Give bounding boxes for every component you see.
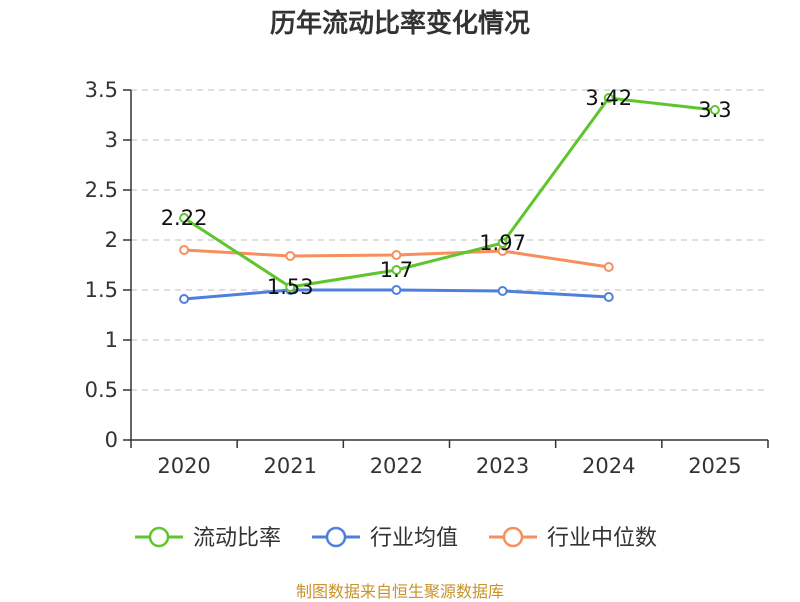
data-point [179, 213, 190, 223]
x-tick-label: 2020 [157, 454, 210, 478]
x-axis: 2020 2021 2022 2023 2024 2025 [130, 439, 769, 478]
y-tick-label: 2 [105, 228, 118, 252]
legend-label: 流动比率 [193, 526, 281, 551]
x-tick-label: 2024 [582, 454, 635, 478]
y-tick-label: 1 [105, 328, 118, 352]
y-tick-label: 0 [105, 428, 118, 452]
data-point [391, 285, 402, 295]
legend-label: 行业中位数 [547, 526, 657, 551]
y-tick-label: 1.5 [85, 278, 118, 302]
chart-title: 历年流动比率变化情况 [270, 8, 530, 39]
data-label: 1.7 [380, 258, 413, 282]
y-tick-label: 3.5 [85, 78, 118, 102]
y-axis: 0 0.5 1 1.5 2 2.5 3 3.5 [85, 78, 132, 452]
legend-swatch-marker [148, 526, 170, 548]
x-tick-label: 2021 [264, 454, 317, 478]
data-point [285, 251, 296, 261]
data-point [603, 93, 614, 103]
grid-lines [131, 89, 768, 391]
x-tick-label: 2025 [688, 454, 741, 478]
legend-label: 行业均值 [370, 526, 458, 551]
data-point [179, 294, 190, 304]
data-label: 2.22 [161, 206, 208, 230]
series-line [183, 96, 716, 289]
data-point [709, 105, 720, 115]
x-tick-label: 2023 [476, 454, 529, 478]
legend-swatch-marker [502, 526, 524, 548]
data-point [497, 286, 508, 296]
y-tick-label: 2.5 [85, 178, 118, 202]
x-tick-label: 2022 [370, 454, 423, 478]
series-layer: 2.22 1.53 1.7 1.97 3.42 3.3 [161, 86, 732, 304]
source-note: 制图数据来自恒生聚源数据库 [295, 582, 504, 601]
y-tick-label: 3 [105, 128, 118, 152]
data-point [285, 282, 296, 292]
data-label: 1.53 [267, 275, 314, 299]
data-point [497, 238, 508, 248]
legend-swatch-marker [325, 526, 347, 548]
data-point [391, 250, 402, 260]
data-point [179, 245, 190, 255]
data-label: 3.42 [585, 86, 632, 110]
y-tick-label: 0.5 [85, 378, 118, 402]
data-point [603, 262, 614, 272]
data-point [603, 292, 614, 302]
data-label: 1.97 [479, 231, 526, 255]
data-label: 3.3 [698, 98, 731, 122]
legend: 流动比率 行业均值 行业中位数 [135, 526, 657, 551]
data-point [391, 265, 402, 275]
